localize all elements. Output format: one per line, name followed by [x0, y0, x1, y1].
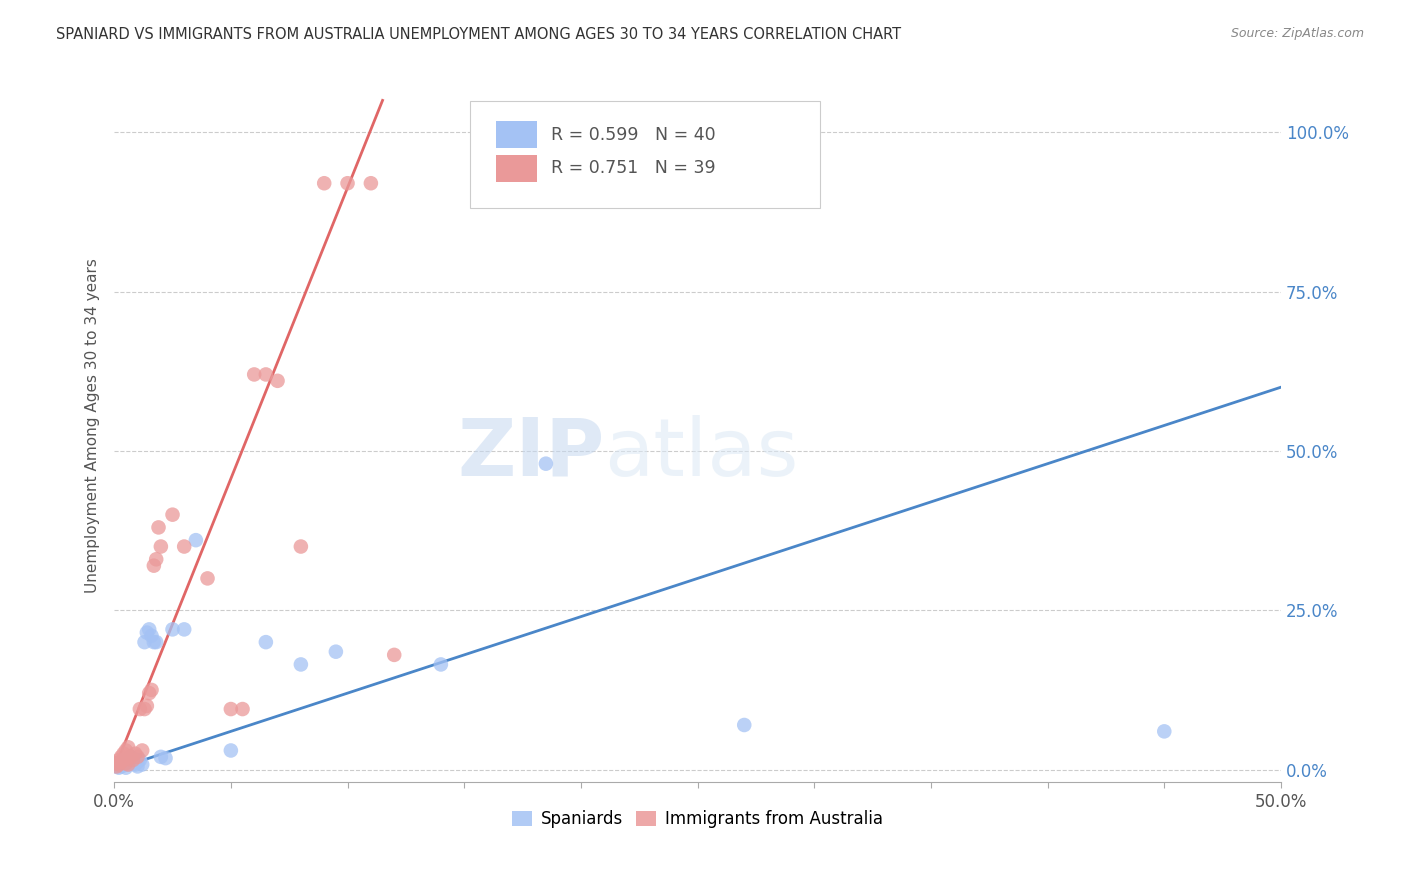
Point [121, 756, 143, 771]
Point [254, 368, 277, 382]
Point [148, 520, 170, 534]
Point [155, 751, 177, 765]
Point [184, 533, 207, 548]
Point [117, 753, 139, 767]
Point [110, 759, 132, 773]
Point [115, 756, 138, 771]
Point [135, 625, 157, 640]
Point [173, 623, 195, 637]
Point [105, 759, 128, 773]
Point [108, 753, 131, 767]
FancyBboxPatch shape [470, 101, 820, 208]
Point [197, 571, 219, 585]
Point [141, 682, 163, 697]
Point [120, 749, 142, 764]
Legend: Spaniards, Immigrants from Australia: Spaniards, Immigrants from Australia [506, 804, 890, 835]
Point [117, 740, 139, 755]
Point [142, 635, 165, 649]
Point [219, 743, 242, 757]
Point [254, 635, 277, 649]
Point [266, 374, 288, 388]
Point [162, 508, 184, 522]
Point [115, 743, 138, 757]
Point [105, 759, 128, 773]
Point [115, 756, 138, 771]
Point [110, 755, 132, 769]
Point [120, 755, 142, 769]
Point [124, 757, 146, 772]
Point [121, 751, 143, 765]
Point [120, 749, 142, 764]
Point [108, 761, 131, 775]
Point [110, 749, 132, 764]
Point [134, 635, 156, 649]
Point [105, 756, 128, 771]
Point [325, 645, 347, 659]
Point [115, 761, 138, 775]
Point [124, 747, 146, 761]
Point [733, 718, 755, 732]
Text: Source: ZipAtlas.com: Source: ZipAtlas.com [1230, 27, 1364, 40]
Point [134, 702, 156, 716]
Point [149, 540, 172, 554]
Point [173, 540, 195, 554]
Point [128, 702, 150, 716]
Point [430, 657, 453, 672]
Point [105, 756, 128, 771]
Point [128, 753, 150, 767]
Point [127, 759, 149, 773]
Point [110, 755, 132, 769]
Point [231, 702, 253, 716]
Point [127, 755, 149, 769]
Point [127, 749, 149, 764]
Text: R = 0.751   N = 39: R = 0.751 N = 39 [551, 160, 716, 178]
Point [243, 368, 266, 382]
Text: R = 0.599   N = 40: R = 0.599 N = 40 [551, 126, 716, 144]
Point [290, 657, 312, 672]
Point [145, 552, 167, 566]
Bar [496, 121, 537, 148]
Point [336, 176, 359, 190]
Y-axis label: Unemployment Among Ages 30 to 34 years: Unemployment Among Ages 30 to 34 years [86, 258, 100, 593]
Point [219, 702, 242, 716]
Point [117, 757, 139, 772]
Point [121, 753, 143, 767]
Point [290, 540, 312, 554]
Point [360, 176, 382, 190]
Point [108, 757, 131, 772]
Point [162, 623, 184, 637]
Text: SPANIARD VS IMMIGRANTS FROM AUSTRALIA UNEMPLOYMENT AMONG AGES 30 TO 34 YEARS COR: SPANIARD VS IMMIGRANTS FROM AUSTRALIA UN… [56, 27, 901, 42]
Point [131, 757, 153, 772]
Point [382, 648, 405, 662]
Point [142, 558, 165, 573]
Point [112, 747, 135, 761]
Point [112, 753, 135, 767]
Point [131, 743, 153, 757]
Point [135, 698, 157, 713]
Text: atlas: atlas [605, 415, 799, 493]
Bar [496, 155, 537, 182]
Text: ZIP: ZIP [457, 415, 605, 493]
Point [1153, 724, 1175, 739]
Point [145, 635, 167, 649]
Point [314, 176, 336, 190]
Point [141, 629, 163, 643]
Point [112, 758, 135, 772]
Point [112, 753, 135, 767]
Point [534, 457, 557, 471]
Point [108, 757, 131, 772]
Point [138, 686, 160, 700]
Point [138, 623, 160, 637]
Point [149, 749, 172, 764]
Point [117, 757, 139, 772]
